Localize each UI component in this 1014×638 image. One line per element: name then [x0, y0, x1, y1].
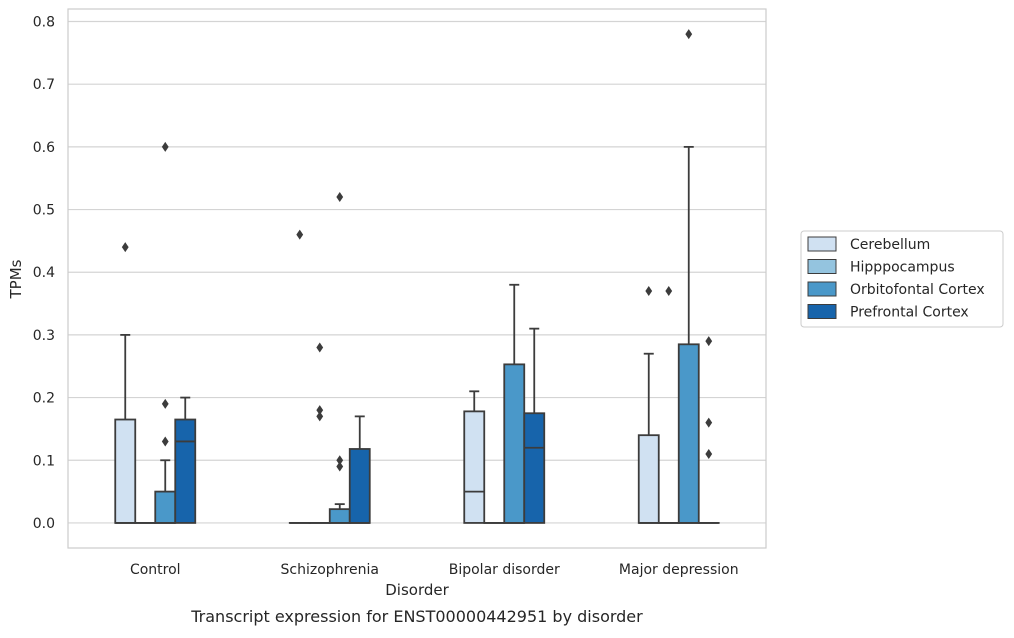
outlier-point — [665, 286, 672, 296]
y-tick-label: 0.3 — [33, 328, 55, 344]
box-cerebellum — [639, 286, 659, 523]
box-body — [155, 492, 175, 523]
legend-swatch — [808, 282, 836, 296]
box-body — [524, 413, 544, 523]
outlier-point — [705, 418, 712, 428]
x-tick-label: Control — [130, 562, 181, 578]
box-cerebellum — [464, 391, 484, 523]
legend-label: Orbitofontal Cortex — [850, 282, 985, 298]
outlier-point — [336, 192, 343, 202]
box-cerebellum — [115, 242, 135, 523]
y-tick-label: 0.1 — [33, 453, 55, 469]
box-body — [679, 344, 699, 523]
x-tick-label: Bipolar disorder — [449, 562, 560, 578]
outlier-point — [645, 286, 652, 296]
box-body — [504, 364, 524, 523]
outlier-point — [705, 336, 712, 346]
y-tick-label: 0.8 — [33, 15, 55, 31]
outlier-point — [162, 142, 169, 152]
box-hipppocampus — [659, 286, 679, 523]
box-orbitofontal-cortex — [330, 192, 350, 523]
outlier-point — [316, 411, 323, 421]
y-tick-label: 0.4 — [33, 265, 55, 281]
x-tick-label: Major depression — [619, 562, 739, 578]
legend-swatch — [808, 260, 836, 274]
box-prefrontal-cortex — [699, 336, 719, 523]
box-prefrontal-cortex — [175, 398, 195, 523]
outlier-point — [162, 436, 169, 446]
outlier-point — [705, 449, 712, 459]
box-prefrontal-cortex — [350, 416, 370, 523]
outlier-point — [162, 399, 169, 409]
outlier-point — [296, 230, 303, 240]
box-body — [115, 420, 135, 523]
box-body — [330, 509, 350, 523]
box-orbitofontal-cortex — [155, 142, 175, 523]
grid-layer — [68, 22, 766, 523]
legend-label: Hipppocampus — [850, 260, 955, 276]
box-body — [464, 411, 484, 523]
legend-swatch — [808, 305, 836, 319]
box-body — [175, 420, 195, 523]
outlier-point — [316, 342, 323, 352]
x-axis-title: Disorder — [385, 581, 449, 599]
plot-frame — [68, 9, 766, 548]
legend: Cerebellum Hipppocampus Orbitofontal Corte… — [801, 231, 1003, 327]
box-cerebellum — [290, 230, 310, 523]
y-tick-label: 0.2 — [33, 391, 55, 407]
x-tick-label: Schizophrenia — [281, 562, 379, 578]
y-tick-labels: 0.0 0.1 0.2 0.3 0.4 0.5 0.6 0.7 0.8 — [33, 15, 55, 532]
outlier-point — [122, 242, 129, 252]
legend-swatch — [808, 237, 836, 251]
box-body — [350, 449, 370, 523]
outlier-point — [336, 462, 343, 472]
box-layer — [115, 29, 719, 523]
legend-label: Prefrontal Cortex — [850, 305, 969, 321]
x-tick-labels: Control Schizophrenia Bipolar disorder Majo… — [130, 562, 739, 578]
chart-caption: Transcript expression for ENST0000044295… — [190, 607, 643, 626]
y-tick-label: 0.6 — [33, 140, 55, 156]
legend-label: Cerebellum — [850, 237, 930, 253]
y-tick-label: 0.0 — [33, 516, 55, 532]
box-orbitofontal-cortex — [679, 29, 699, 523]
box-hipppocampus — [310, 342, 330, 522]
y-tick-label: 0.5 — [33, 203, 55, 219]
box-prefrontal-cortex — [524, 329, 544, 523]
box-body — [639, 435, 659, 523]
outlier-point — [685, 29, 692, 39]
y-axis-title: TPMs — [7, 259, 25, 299]
box-orbitofontal-cortex — [504, 285, 524, 523]
y-tick-label: 0.7 — [33, 77, 55, 93]
